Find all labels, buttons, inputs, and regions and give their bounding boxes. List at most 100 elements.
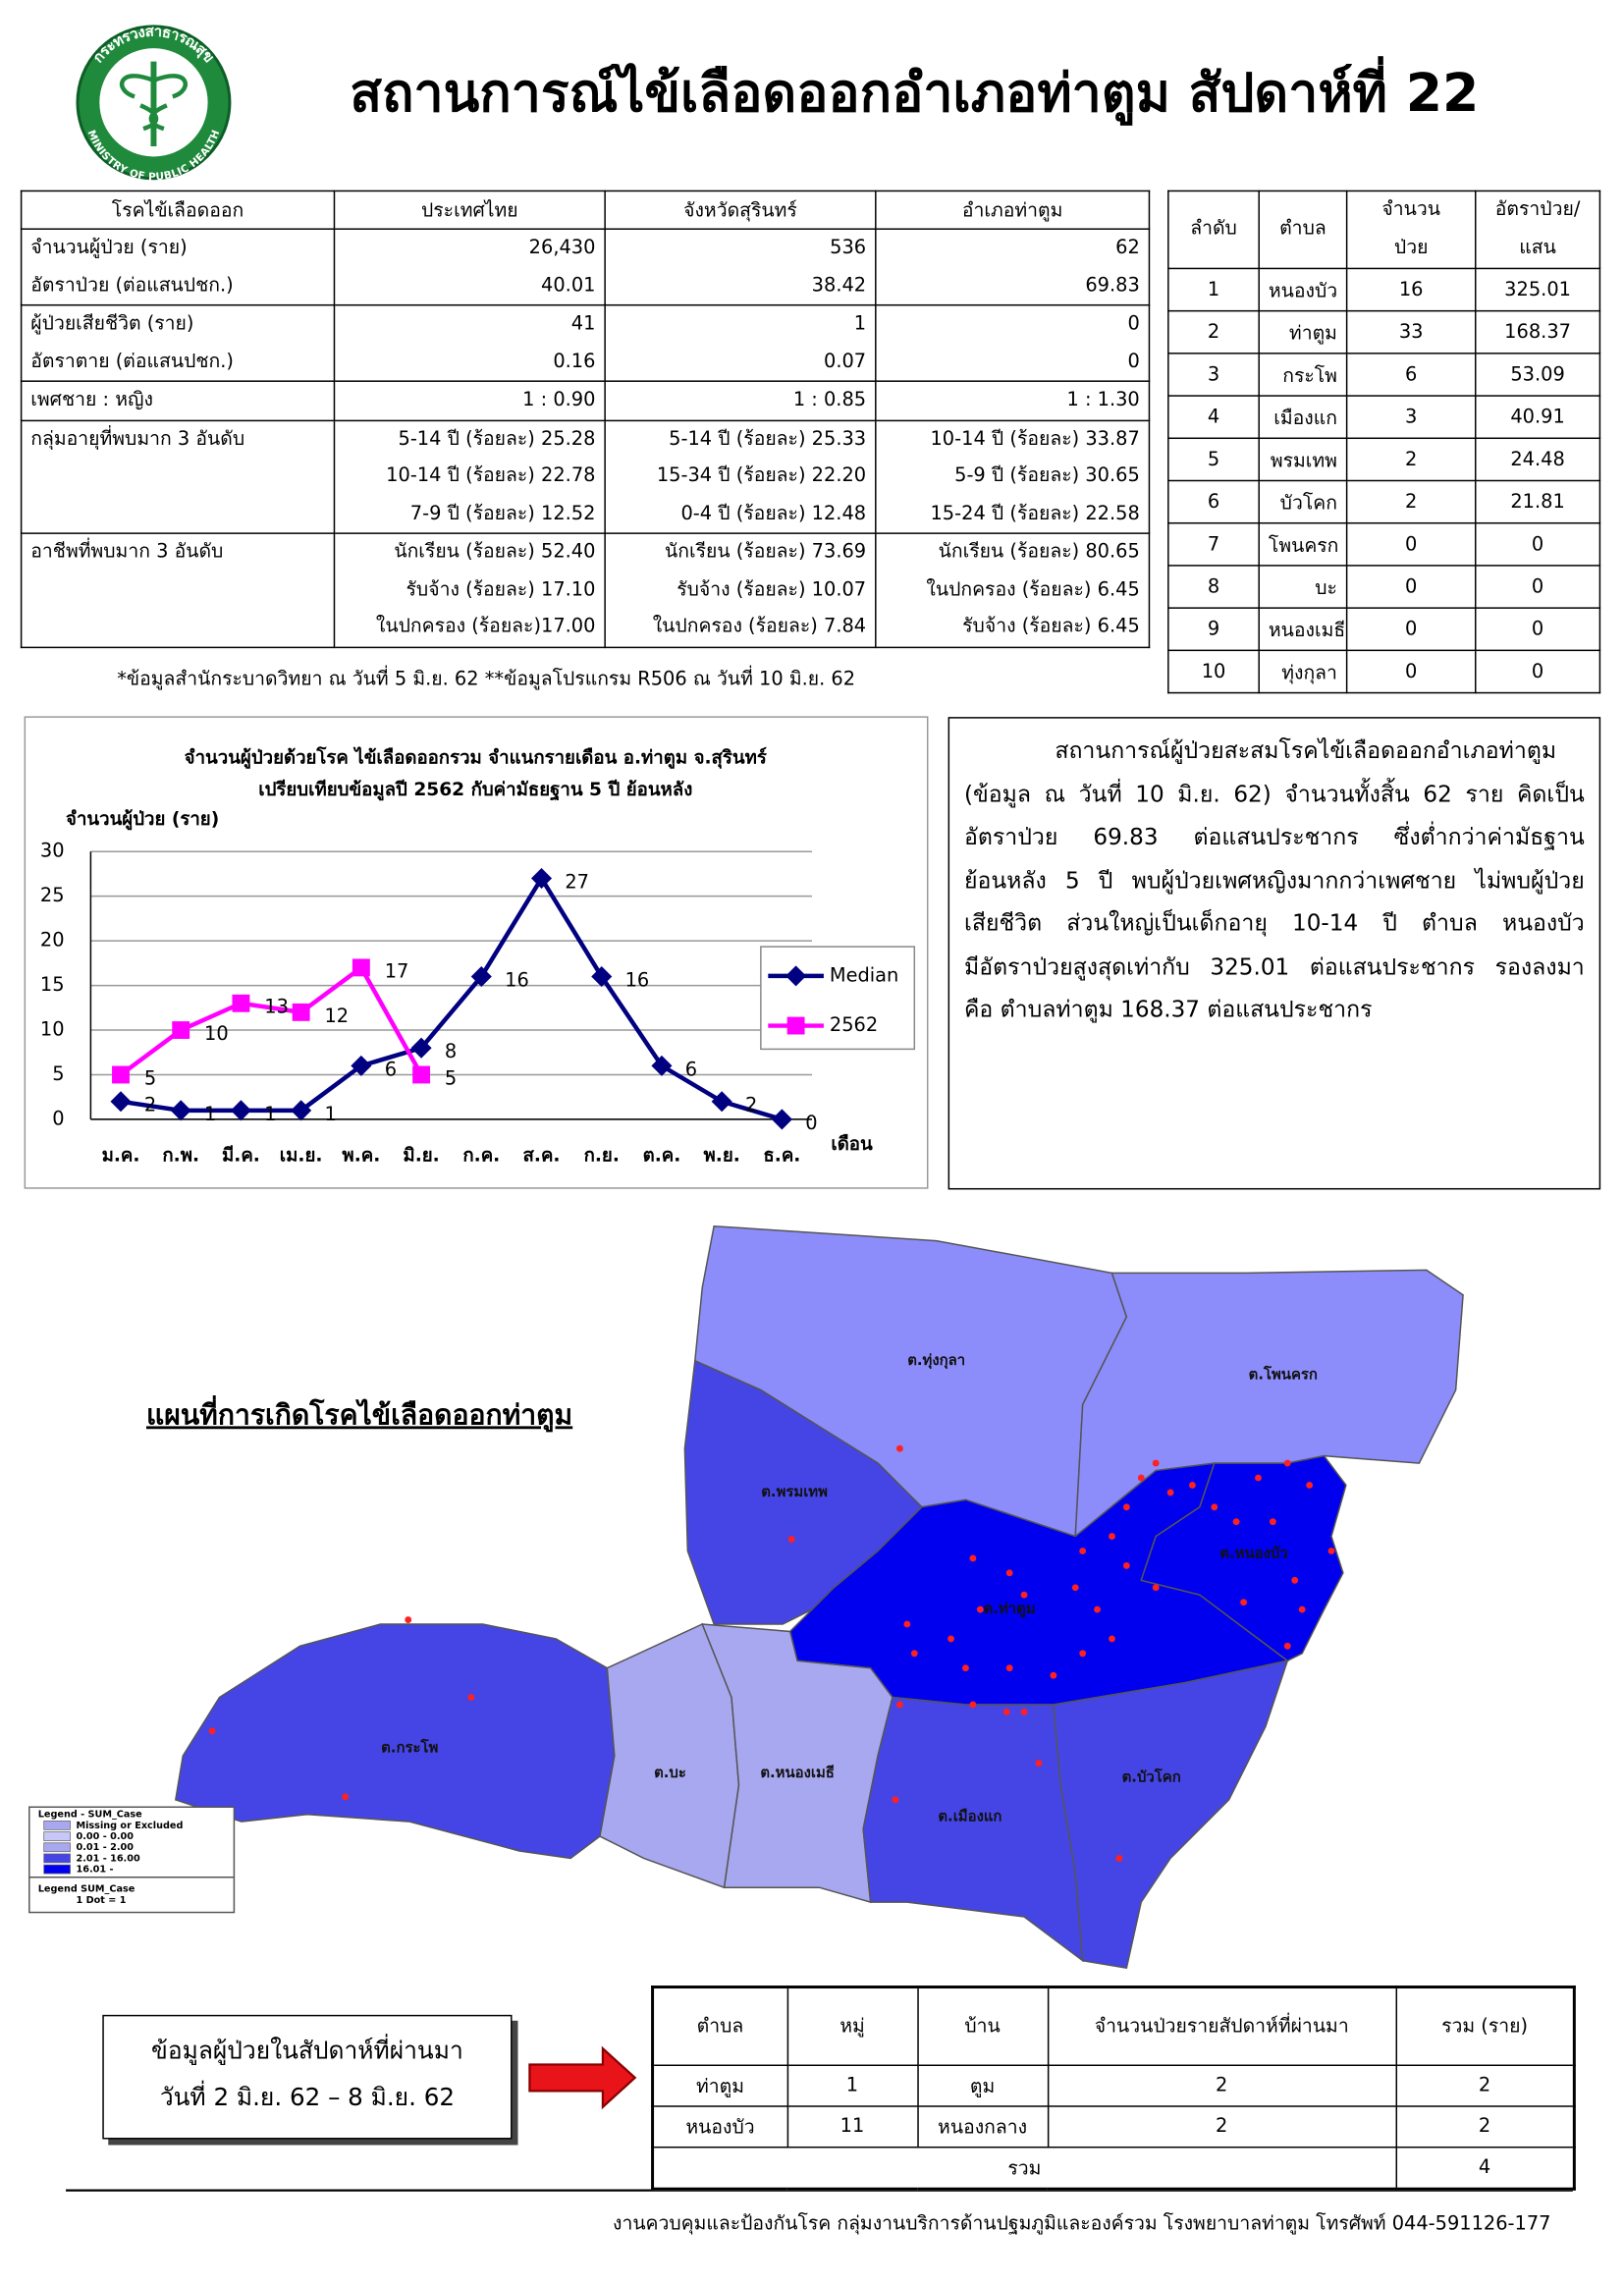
case-dot (962, 1664, 969, 1672)
table-cell: 0 (1475, 521, 1601, 567)
table-cell: 325.01 (1475, 267, 1601, 312)
cell-line: 1 : 0.90 (522, 389, 596, 411)
table-cell: 62 69.83 (875, 228, 1151, 306)
map-legend-text: 1 Dot = 1 (76, 1895, 126, 1906)
case-dot (1298, 1605, 1306, 1613)
cell-line: 15-34 ปี (ร้อยละ) 22.20 (656, 464, 867, 488)
table-cell: 6 (1345, 353, 1477, 397)
legend-label: 2562 (830, 1013, 878, 1036)
series-marker (172, 1021, 190, 1039)
source-note: *ข้อมูลสำนักระบาดวิทยา ณ วันที่ 5 มิ.ย. … (117, 668, 856, 691)
case-dot (787, 1536, 795, 1544)
table-cell: นักเรียน (ร้อยละ) 80.65 ในปกครอง (ร้อยละ)… (875, 532, 1151, 648)
case-dot (1020, 1591, 1028, 1599)
y-tick-label: 0 (52, 1107, 64, 1129)
cell-line: อาชีพที่พบมาก 3 อันดับ (30, 541, 224, 564)
table-row: 3 กระโพ 6 53.09 (1167, 353, 1601, 397)
total-value: 4 (1394, 2146, 1576, 2190)
table-cell: 2 (1394, 2063, 1576, 2106)
table-cell: หนองเมธี (1258, 607, 1348, 652)
case-dot (467, 1694, 475, 1701)
table-cell: 2 (1345, 479, 1477, 524)
table-cell: 11 (785, 2104, 919, 2148)
data-label: 6 (385, 1058, 397, 1080)
case-dot (1269, 1518, 1276, 1526)
header-cell: หมู่ (785, 1986, 919, 2066)
y-tick-label: 5 (52, 1062, 64, 1085)
map-legend-text: Legend SUM_Case (38, 1884, 135, 1895)
header-cell: ตำบล (1258, 190, 1348, 270)
table-cell: 2 (1345, 437, 1477, 482)
table-cell: 2 (1047, 2063, 1397, 2106)
table-cell: 3 (1167, 353, 1260, 397)
cell-line: 0-4 ปี (ร้อยละ) 12.48 (680, 502, 867, 525)
data-label: 12 (324, 1005, 349, 1027)
table-cell: 1 (785, 2063, 919, 2106)
cell-line: รับจ้าง (ร้อยละ) 10.07 (677, 578, 867, 601)
case-dot (1122, 1503, 1130, 1511)
x-tick-label: มิ.ย. (403, 1146, 439, 1167)
header-line: อัตราป่วย/ (1494, 198, 1581, 222)
table-cell: 21.81 (1475, 479, 1601, 524)
map-legend-text: 16.01 - (76, 1865, 113, 1876)
case-dot (1050, 1671, 1057, 1679)
table-cell: 53.09 (1475, 353, 1601, 397)
chart-title: จำนวนผู้ป่วยด้วยโรค ไข้เลือดออกรวม จำแนก… (185, 745, 767, 769)
cell-line: 5-14 ปี (ร้อยละ) 25.33 (669, 427, 867, 451)
header-line: แสน (1519, 237, 1556, 259)
header-cell: บ้าน (916, 1986, 1049, 2066)
cell-line: 0.07 (823, 350, 867, 373)
cell-line: เพศชาย : หญิง (30, 389, 153, 411)
legend-label: Median (830, 963, 898, 986)
header-row: โรคไข้เลือดออก ประเทศไทย จังหวัดสุรินทร์ อำ… (20, 190, 1151, 230)
table-cell: 6 (1167, 479, 1260, 524)
header-line: ตำบล (1279, 218, 1326, 241)
map-label: ต.กระโพ (381, 1738, 438, 1757)
table-row: เพศชาย : หญิง 1 : 0.90 1 : 0.85 1 : 1.30 (20, 380, 1151, 421)
header-cell: ตำบล (651, 1986, 788, 2066)
case-dot (405, 1616, 412, 1623)
data-label: 27 (565, 870, 589, 893)
map-legend-text: 0.00 - 0.00 (76, 1831, 134, 1842)
cell-line: ในปกครอง (ร้อยละ) 7.84 (652, 616, 867, 638)
case-dot (1020, 1708, 1028, 1715)
series-marker (352, 958, 370, 977)
x-tick-label: ธ.ค. (763, 1146, 800, 1167)
cell-line: กลุ่มอายุที่พบมาก 3 อันดับ (30, 427, 245, 451)
table-row: 10 ทุ่งกุลา 0 0 (1167, 649, 1601, 694)
case-dot (1327, 1548, 1335, 1554)
week-box-line: ข้อมูลผู้ป่วยในสัปดาห์ที่ผ่านมา (151, 2037, 463, 2065)
data-label: 1 (264, 1103, 276, 1125)
map-legend-swatch (43, 1842, 71, 1853)
header-line: จำนวน (1381, 198, 1440, 222)
case-dot (342, 1793, 350, 1801)
series-marker (412, 1065, 431, 1084)
table-row: 4 เมืองแก 3 40.91 (1167, 395, 1601, 440)
table-cell: บะ (1258, 565, 1348, 609)
cell-line: 0 (1127, 312, 1140, 336)
case-dot (1109, 1533, 1115, 1541)
case-dot (1255, 1474, 1262, 1482)
map-legend-text: 2.01 - 16.00 (76, 1853, 139, 1864)
data-label: 10 (204, 1022, 229, 1045)
cell-line: 15-24 ปี (ร้อยละ) 22.58 (930, 502, 1140, 525)
data-label: 1 (204, 1103, 216, 1125)
y-tick-label: 30 (40, 840, 65, 862)
table-cell: 40.91 (1475, 395, 1601, 440)
table-row: 6 บัวโคก 2 21.81 (1167, 479, 1601, 524)
table-cell: 1 : 1.30 (875, 380, 1151, 421)
case-dot (1152, 1459, 1160, 1467)
table-row: 2 ท่าตูม 33 168.37 (1167, 309, 1601, 354)
subdistrict (1140, 1454, 1347, 1662)
x-tick-label: ม.ค. (102, 1146, 140, 1167)
case-dot (1079, 1548, 1087, 1554)
header-cell: จำนวน ป่วย (1345, 190, 1477, 270)
table-cell: นักเรียน (ร้อยละ) 73.69 รับจ้าง (ร้อยละ) … (604, 532, 877, 648)
case-dot (1005, 1664, 1013, 1672)
table-cell: 1 : 0.90 (333, 380, 606, 421)
summary-line: สถานการณ์ผู้ป่วยสะสมโรคไข้เลือดออกอำเภอท… (1055, 737, 1557, 764)
case-dot (1094, 1605, 1101, 1613)
cell-line: ผู้ป่วยเสียชีวิต (ราย) (30, 312, 194, 336)
case-dot (1232, 1518, 1240, 1526)
